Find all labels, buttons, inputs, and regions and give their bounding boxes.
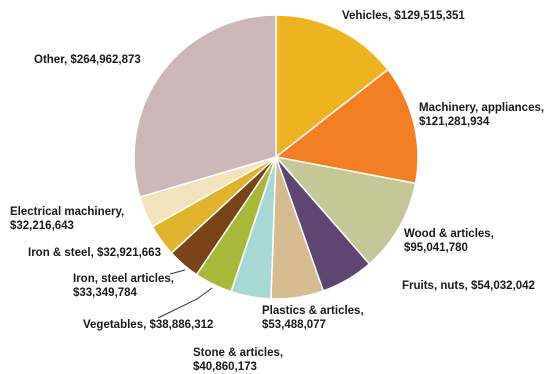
pie-slice-machinery-appliances [274, 68, 419, 185]
data-label: Iron, steel articles, $33,349,784 [73, 273, 174, 299]
data-label: Iron & steel, $32,921,663 [28, 247, 161, 259]
data-label: Vegetables, $38,886,312 [83, 319, 213, 331]
leader-line [157, 287, 213, 319]
data-label: Wood & articles, $95,041,780 [404, 228, 494, 254]
pie-slice-other [133, 14, 277, 199]
data-label: Vehicles, $129,515,351 [342, 10, 465, 22]
pie-slices [133, 14, 419, 300]
data-label: Other, $264,962,873 [34, 54, 141, 66]
data-label: Fruits, nuts, $54,032,042 [402, 280, 535, 292]
leader-line [169, 269, 186, 275]
data-label: Plastics & articles, $53,488,077 [262, 305, 364, 331]
leader-lines [157, 269, 213, 319]
pie-slice-wood-articles [274, 155, 417, 266]
data-labels: Vehicles, $129,515,351 Machinery, applian… [10, 10, 544, 373]
data-label: Electrical machinery, $32,216,643 [10, 206, 124, 232]
data-label: Stone & articles, $40,860,173 [193, 347, 283, 373]
data-label: Machinery, appliances, $121,281,934 [419, 102, 544, 128]
pie-slice-vehicles [275, 14, 389, 159]
